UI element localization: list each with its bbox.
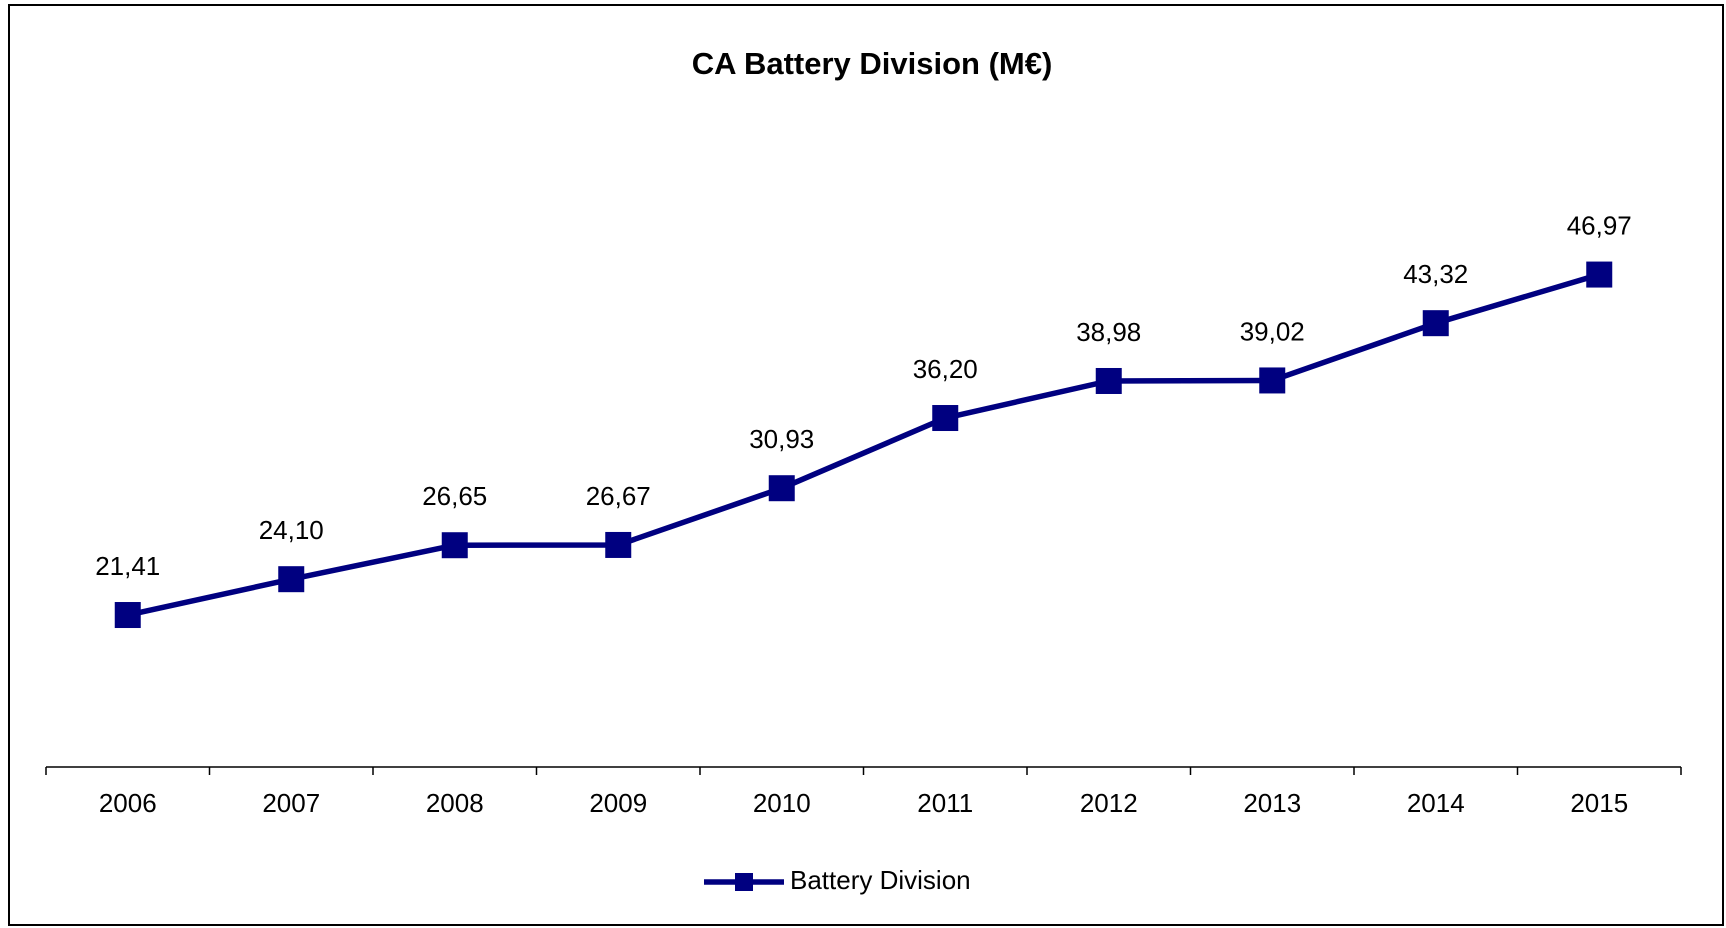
point-marker (1586, 261, 1613, 288)
point-marker (605, 531, 632, 558)
data-label: 26,65 (422, 481, 487, 511)
chart-frame (8, 4, 1724, 926)
x-tick-label: 2011 (917, 788, 973, 818)
point-marker (278, 566, 305, 593)
point-marker (114, 602, 141, 629)
series-line (127, 271, 1601, 618)
data-label: 46,97 (1567, 210, 1632, 240)
data-label: 43,32 (1403, 259, 1468, 289)
legend-marker (735, 873, 753, 891)
x-tick-label: 2014 (1407, 788, 1465, 818)
data-label: 21,41 (95, 551, 160, 581)
x-tick-label: 2006 (99, 788, 157, 818)
legend-label: Battery Division (790, 865, 971, 895)
point-marker (768, 475, 795, 502)
data-label: 39,02 (1240, 316, 1305, 346)
data-label: 26,67 (586, 481, 651, 511)
data-label: 38,98 (1076, 317, 1141, 347)
x-tick-label: 2012 (1080, 788, 1138, 818)
x-tick-label: 2010 (753, 788, 811, 818)
point-marker (1095, 367, 1122, 394)
point-marker (932, 405, 959, 432)
x-tick-label: 2009 (589, 788, 647, 818)
x-tick-label: 2013 (1243, 788, 1301, 818)
data-label: 24,10 (259, 515, 324, 545)
x-tick-label: 2007 (262, 788, 320, 818)
point-marker (1422, 310, 1449, 337)
data-label: 36,20 (913, 354, 978, 384)
x-tick-label: 2008 (426, 788, 484, 818)
data-label: 30,93 (749, 424, 814, 454)
x-tick-label: 2015 (1570, 788, 1628, 818)
point-marker (1259, 367, 1286, 394)
chart-title: CA Battery Division (M€) (692, 46, 1053, 81)
point-marker (441, 532, 468, 559)
